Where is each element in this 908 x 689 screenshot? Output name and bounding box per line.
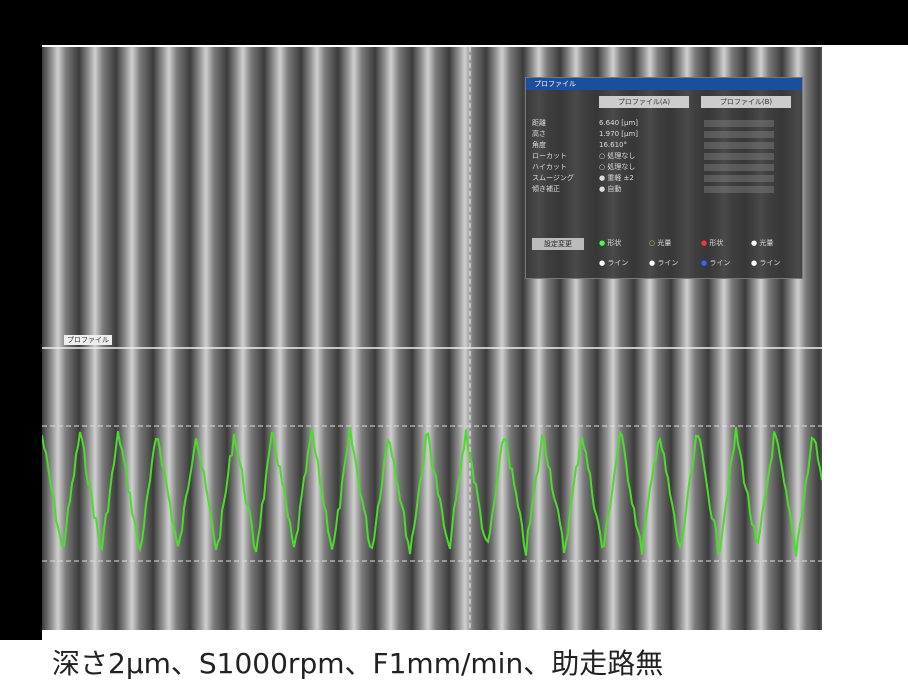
row-value: 1.970 [μm]: [599, 130, 638, 138]
legend-dot: ●: [751, 239, 758, 247]
row-label: ハイカット: [532, 163, 567, 171]
legend-dot: ●: [701, 239, 708, 247]
row-value-b: [704, 131, 774, 138]
row-label: ローカット: [532, 152, 567, 160]
legend-dot: ●: [649, 259, 656, 267]
frame-left: [0, 0, 42, 640]
profile-panel: プロファイル プロファイル(A) プロファイル(B) 距離 6.640 [μm] 高さ 1…: [525, 77, 803, 279]
legend-dot: ●: [701, 259, 708, 267]
panel-tab: プロファイル(A): [599, 96, 689, 108]
row-value: 6.640 [μm]: [599, 119, 638, 127]
row-label: スムージング: [532, 174, 574, 182]
legend-dot: ●: [599, 259, 606, 267]
row-value: 16.610°: [599, 141, 627, 149]
row-label: 距離: [532, 119, 546, 127]
overlay-label: プロファイル: [64, 335, 112, 345]
row-label: 高さ: [532, 130, 546, 138]
row-value-b: [704, 164, 774, 171]
row-value-b: [704, 142, 774, 149]
row-value: ○ 処理なし: [599, 152, 636, 160]
row-value: ● 自動: [599, 185, 622, 193]
profile-trace: [42, 426, 822, 557]
row-value-b: [704, 153, 774, 160]
row-label: 傾き補正: [532, 185, 560, 193]
legend-item: ○ 光量: [649, 239, 672, 247]
row-value-b: [704, 120, 774, 127]
legend-dot: ●: [751, 259, 758, 267]
panel-tab: プロファイル(B): [701, 96, 791, 108]
legend-item: ● ライン: [751, 259, 781, 267]
settings-button[interactable]: 設定変更: [532, 238, 584, 250]
legend-item: ● 形状: [701, 239, 724, 247]
legend-item: ● ライン: [599, 259, 629, 267]
legend-item: ● ライン: [649, 259, 679, 267]
profile-overlay: [42, 47, 822, 630]
row-value: ● 重軽 ±2: [599, 174, 634, 182]
row-value: ○ 処理なし: [599, 163, 636, 171]
microscope-view: プロファイル プロファイル プロファイル(A) プロファイル(B) 距離 6.640 …: [42, 47, 822, 630]
legend-item: ● ライン: [701, 259, 731, 267]
row-label: 角度: [532, 141, 546, 149]
legend-item: ● 形状: [599, 239, 622, 247]
caption: 深さ2μm、S1000rpm、F1mm/min、助走路無: [52, 647, 664, 680]
legend-dot: ○: [649, 239, 656, 247]
row-value-b: [704, 186, 774, 193]
row-value-b: [704, 175, 774, 182]
panel-title: プロファイル: [526, 78, 802, 90]
legend-dot: ●: [599, 239, 606, 247]
legend-item: ● 光量: [751, 239, 774, 247]
frame-top: [0, 0, 908, 45]
